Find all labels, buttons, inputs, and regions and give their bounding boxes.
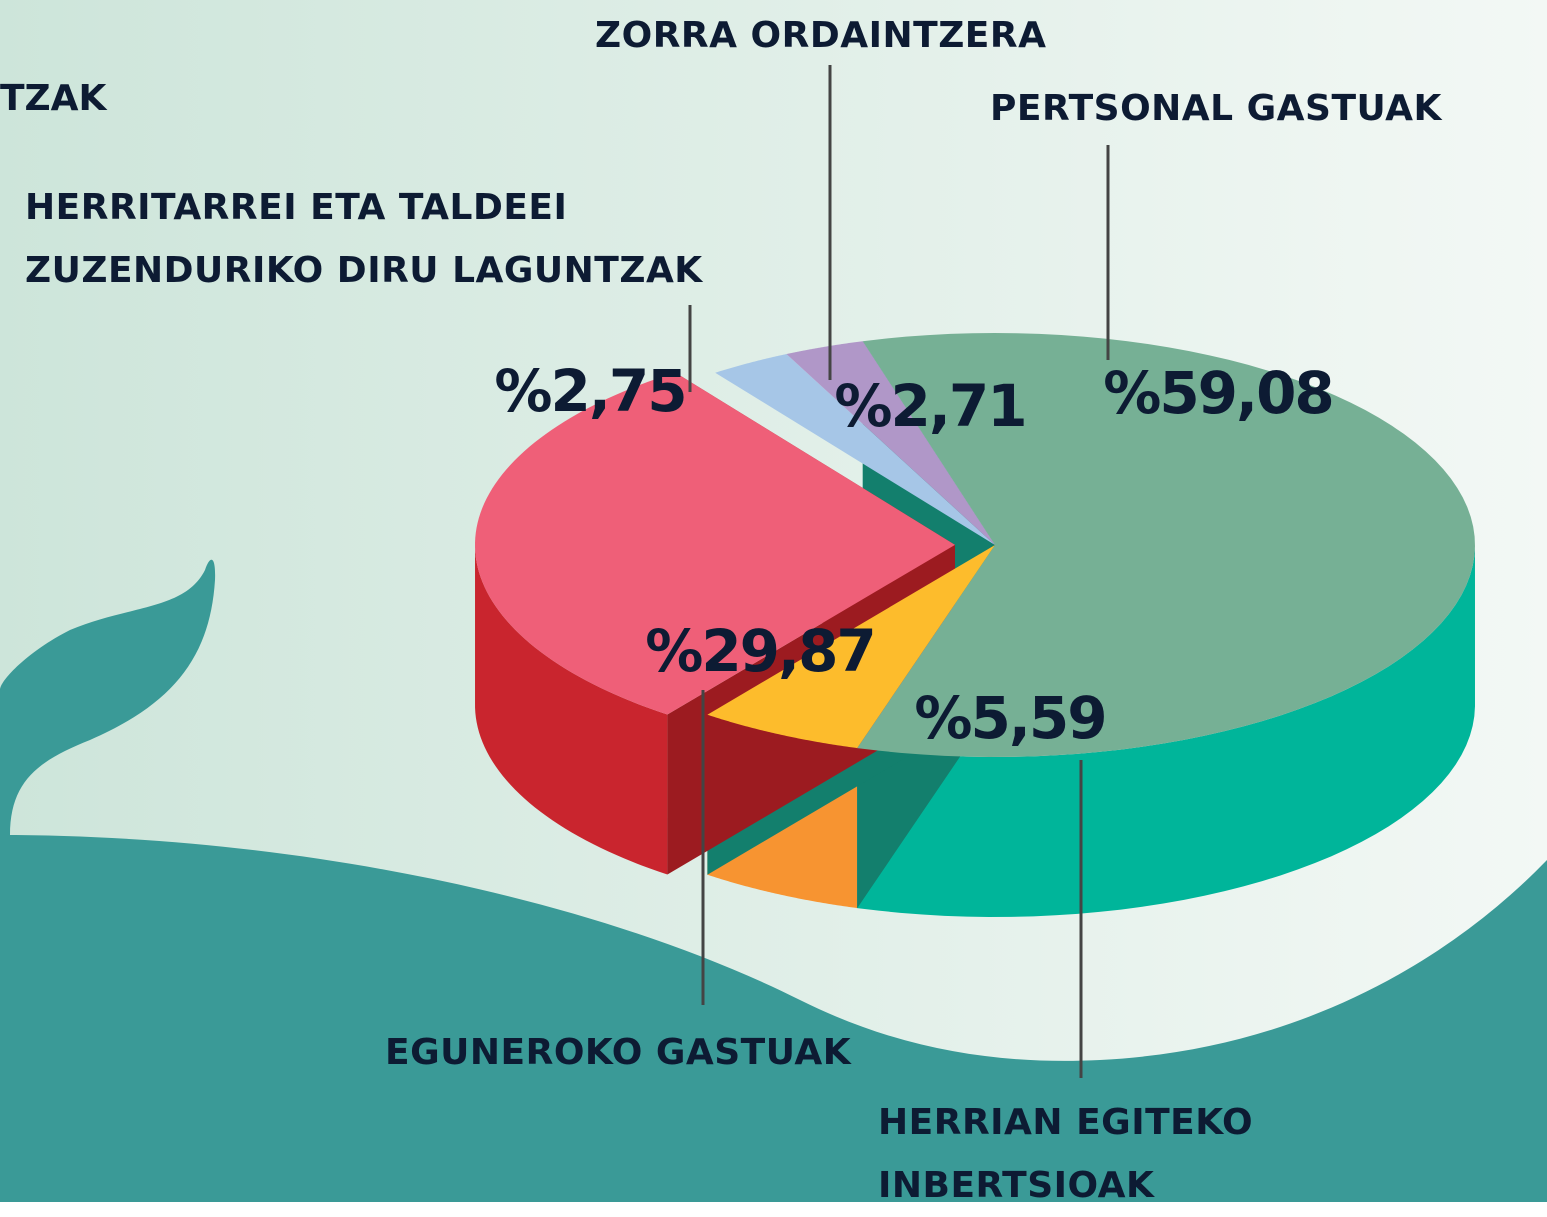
category-label: HERRIAN EGITEKO INBERTSIOAK bbox=[878, 1102, 1254, 1206]
slice bbox=[786, 341, 995, 545]
slice-side bbox=[857, 546, 1475, 917]
value-label: %29,87 bbox=[645, 617, 875, 685]
category-label: PERTSONAL GASTUAK bbox=[990, 88, 1442, 129]
slice bbox=[475, 372, 956, 715]
category-label: EGUNEROKO GASTUAK bbox=[385, 1032, 852, 1073]
value-label: %5,59 bbox=[914, 684, 1105, 752]
value-label: %2,75 bbox=[494, 357, 685, 425]
value-label: %2,71 bbox=[834, 372, 1025, 440]
slice bbox=[707, 545, 995, 749]
partial-heading: TZAK bbox=[0, 78, 108, 119]
pie bbox=[475, 333, 1475, 917]
category-label: ZORRA ORDAINTZERA bbox=[595, 15, 1047, 56]
value-labels: %59,08 %5,59 %29,87 %2,75 %2,71 bbox=[494, 357, 1334, 752]
wave-tail bbox=[0, 559, 216, 1202]
category-label: HERRITARREI ETA TALDEEI ZUZENDURIKO DIRU… bbox=[25, 187, 703, 291]
slice bbox=[715, 354, 995, 545]
leader-lines bbox=[688, 65, 1110, 1078]
value-label: %59,08 bbox=[1103, 359, 1333, 427]
slice bbox=[857, 333, 1475, 757]
slice-side bbox=[475, 542, 668, 875]
wave bbox=[0, 835, 1547, 1202]
